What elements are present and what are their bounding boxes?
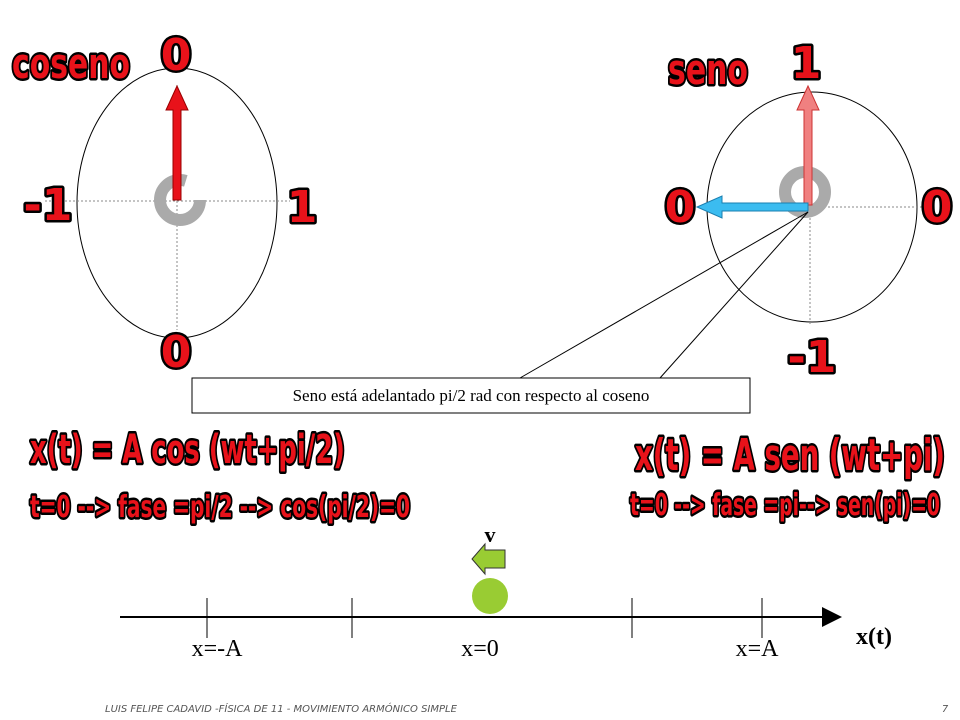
sine-diagram: seno 1 0 0 -1 <box>662 36 955 386</box>
label-bottom: 0 <box>161 327 192 378</box>
label-top: 1 <box>791 38 822 89</box>
min-label: x=-A <box>192 636 244 662</box>
page-number: 7 <box>942 704 949 715</box>
sine-phase: t=0 --> fase =pi--> sen(pi)=0 <box>630 488 940 523</box>
cosine-phase: t=0 --> fase =pi/2 --> cos(pi/2)=0 <box>30 490 410 525</box>
callout-box <box>191 377 751 414</box>
title: seno <box>668 45 748 94</box>
velocity-label: v <box>485 522 496 547</box>
cosine-diagram: coseno 0 -1 1 0 <box>10 28 320 381</box>
axis-label: x(t) <box>856 624 892 650</box>
sine-equation: x(t) = A sen (wt+pi) <box>635 430 945 481</box>
velocity-arrow <box>471 542 506 576</box>
mass <box>472 578 508 614</box>
label-top: 0 <box>161 30 192 81</box>
footer-text: LUIS FELIPE CADAVID -FÍSICA DE 11 - MOVI… <box>105 702 458 715</box>
label-right: 1 <box>287 182 318 233</box>
cosine-equation: x(t) = A cos (wt+pi/2) <box>30 427 345 473</box>
max-label: x=A <box>736 636 780 662</box>
label-right: 0 <box>922 182 953 233</box>
zero-label: x=0 <box>461 636 499 662</box>
callout-text: Seno está adelantado pi/2 rad con respec… <box>293 386 650 405</box>
title: coseno <box>12 39 130 88</box>
label-bottom: -1 <box>788 332 837 383</box>
label-left: 0 <box>665 182 696 233</box>
label-left: -1 <box>24 180 73 231</box>
position-axis: v x=-A x=0 x=A x(t) <box>120 522 892 662</box>
